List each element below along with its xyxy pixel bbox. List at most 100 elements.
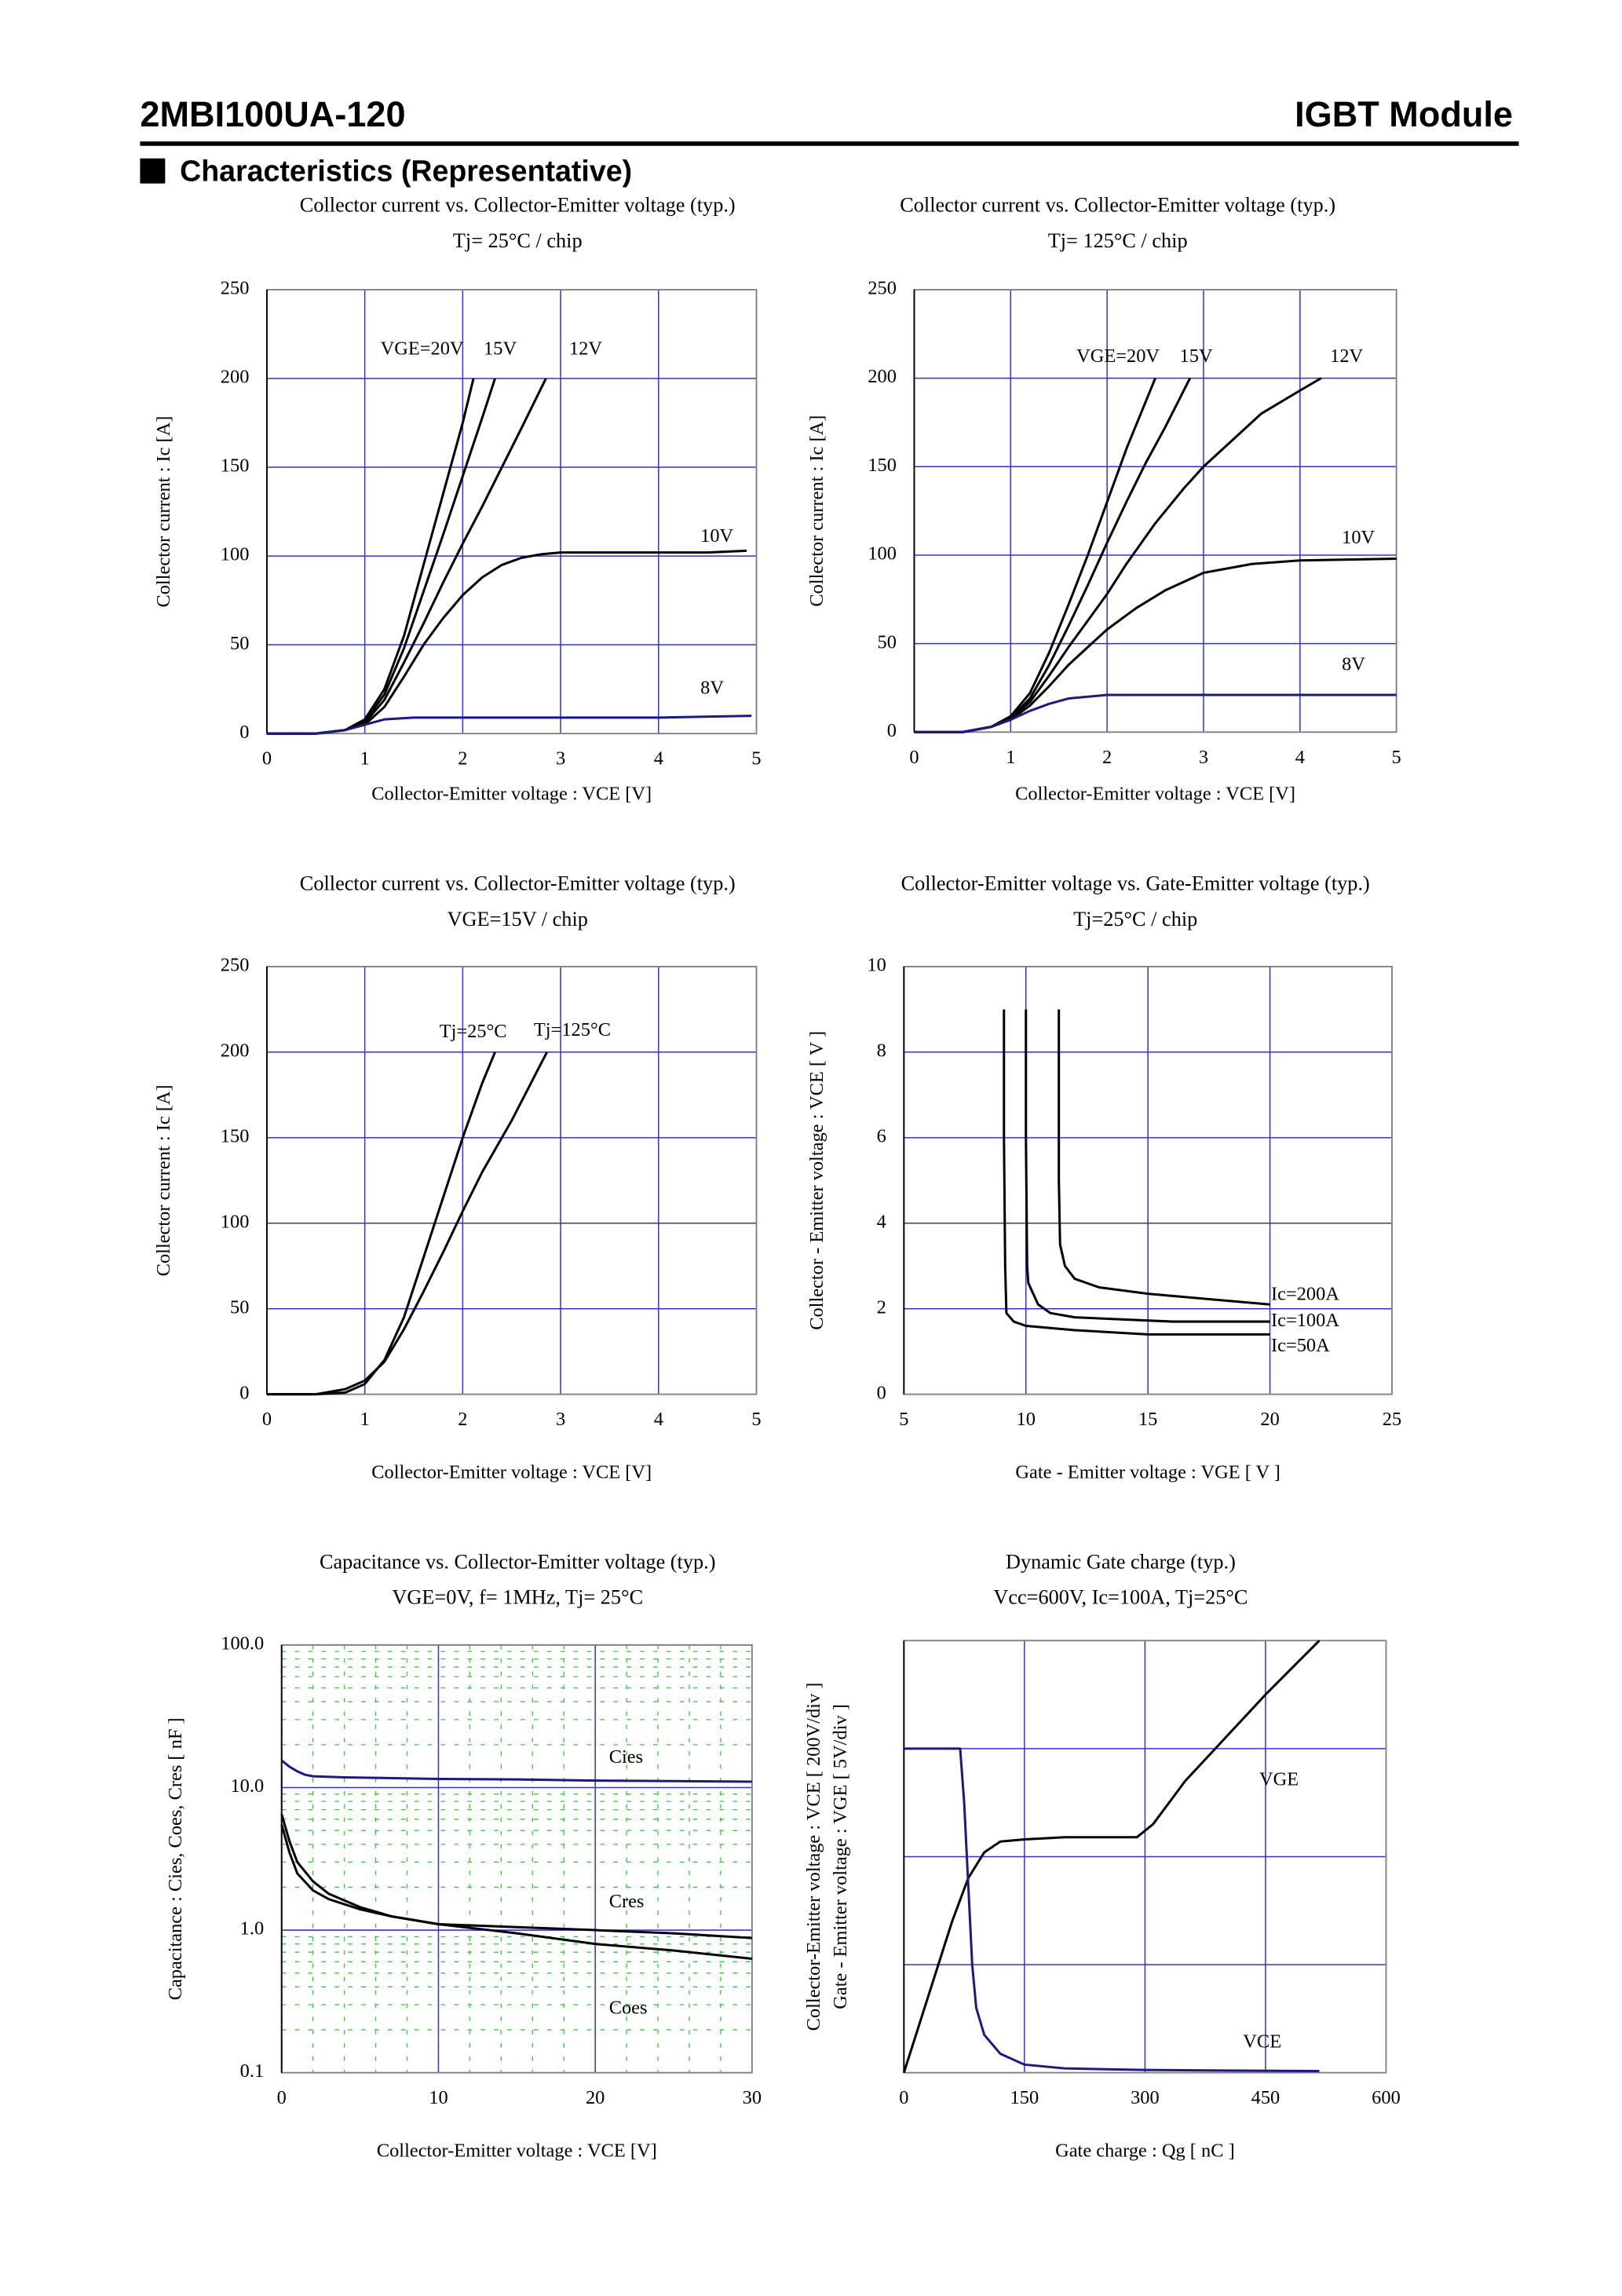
x-tick-label: 0 — [262, 1409, 272, 1430]
x-axis-label: Collector-Emitter voltage : VCE [V] — [1015, 784, 1295, 805]
plot-frame — [280, 1644, 753, 2074]
y-tick-label: 200 — [868, 366, 897, 387]
series-label: 12V — [1330, 345, 1363, 367]
chart-subtitle: Vcc=600V, Ic=100A, Tj=25°C — [993, 1586, 1248, 1609]
data-line — [266, 1051, 548, 1396]
x-tick-label: 0 — [277, 2087, 287, 2108]
y-axis-label: Collector current : Ic [A] — [806, 415, 827, 607]
section-title: Characteristics (Representative) — [180, 154, 632, 187]
chart-subtitle: Tj= 125°C / chip — [1048, 229, 1188, 252]
chart-title: Collector-Emitter voltage vs. Gate-Emitt… — [901, 872, 1370, 895]
x-tick-label: 4 — [654, 1409, 663, 1430]
y-tick-label: 150 — [868, 455, 897, 476]
x-tick-label: 4 — [1295, 747, 1305, 768]
x-tick-label: 300 — [1131, 2087, 1160, 2108]
y-axis-label: Gate - Emitter voltage : VGE [ 5V/div ] — [830, 1704, 851, 2009]
model-title: 2MBI100UA-120 — [140, 94, 405, 134]
data-line — [266, 1051, 496, 1396]
series-label: Tj=125°C — [534, 1019, 611, 1040]
y-tick-label: 200 — [221, 1040, 250, 1062]
y-axis-label: Capacitance : Cies, Coes, Cres [ nF ] — [165, 1717, 186, 2000]
x-tick-label: 1 — [360, 748, 370, 770]
data-line — [1025, 1009, 1270, 1323]
x-tick-label: 600 — [1372, 2087, 1401, 2108]
series-label: 10V — [1342, 527, 1375, 548]
x-tick-label: 3 — [1199, 747, 1208, 768]
x-tick-label: 150 — [1010, 2087, 1039, 2108]
x-tick-label: 0 — [899, 2087, 908, 2108]
y-tick-label: 150 — [221, 1125, 250, 1146]
y-tick-label: 200 — [221, 367, 250, 388]
y-tick-label: 250 — [868, 278, 897, 299]
y-axis-label: Collector - Emitter voltage : VCE [ V ] — [806, 1031, 827, 1330]
y-axis-label: Collector current : Ic [A] — [153, 1084, 174, 1276]
chart-subtitle: Tj=25°C / chip — [1073, 908, 1197, 930]
x-tick-label: 10 — [429, 2087, 448, 2108]
x-axis-label: Collector-Emitter voltage : VCE [V] — [371, 784, 652, 805]
x-tick-label: 3 — [556, 748, 565, 770]
x-tick-label: 30 — [743, 2087, 762, 2108]
series-label: 10V — [700, 525, 733, 547]
x-tick-label: 5 — [899, 1409, 908, 1430]
y-tick-label: 50 — [230, 1296, 249, 1318]
x-tick-label: 2 — [458, 1409, 467, 1430]
series-label: 8V — [700, 677, 724, 698]
chart-title: Collector current vs. Collector-Emitter … — [300, 194, 736, 217]
series-label: Cies — [609, 1746, 643, 1768]
chart-subtitle: VGE=0V, f= 1MHz, Tj= 25°C — [392, 1586, 643, 1609]
x-tick-label: 5 — [751, 1409, 761, 1430]
x-tick-label: 0 — [909, 747, 919, 768]
y-tick-label: 100 — [221, 544, 250, 565]
data-line — [914, 693, 1397, 733]
y-tick-label: 0 — [239, 1382, 249, 1403]
series-label: Coes — [609, 1997, 648, 2018]
data-line — [266, 549, 747, 735]
series-label: VGE — [1259, 1768, 1299, 1790]
plot-frame — [266, 966, 758, 1395]
series-label: VGE=20V — [1076, 345, 1160, 367]
data-line — [280, 1814, 752, 1940]
x-tick-label: 3 — [556, 1409, 565, 1430]
product-title: IGBT Module — [1295, 94, 1513, 134]
y-tick-label: 50 — [230, 633, 249, 654]
data-line — [902, 1640, 1321, 2074]
y-tick-label: 1.0 — [240, 1918, 265, 1940]
data-line — [1003, 1009, 1270, 1336]
series-label: 8V — [1342, 653, 1365, 675]
y-tick-label: 150 — [221, 455, 250, 477]
x-tick-label: 4 — [654, 748, 663, 770]
chart-title: Collector current vs. Collector-Emitter … — [300, 872, 736, 895]
series-label: 15V — [484, 338, 517, 360]
x-axis-label: Gate - Emitter voltage : VGE [ V ] — [1015, 1462, 1280, 1483]
data-line — [904, 1747, 1320, 2073]
y-tick-label: 4 — [877, 1211, 886, 1232]
y-tick-label: 10.0 — [230, 1775, 264, 1797]
y-axis-label: Collector-Emitter voltage : VCE [ 200V/d… — [803, 1683, 824, 2031]
y-tick-label: 8 — [877, 1040, 886, 1062]
y-axis-label: Collector current : Ic [A] — [153, 416, 174, 608]
data-line — [266, 715, 752, 735]
y-tick-label: 6 — [877, 1125, 886, 1146]
y-tick-label: 0 — [887, 720, 897, 741]
series-label: 15V — [1180, 345, 1213, 367]
x-tick-label: 25 — [1383, 1409, 1401, 1430]
x-tick-label: 5 — [1392, 747, 1401, 768]
chart-title: Capacitance vs. Collector-Emitter voltag… — [320, 1551, 715, 1574]
series-label: 12V — [569, 338, 602, 360]
chart-subtitle: Tj= 25°C / chip — [453, 229, 583, 252]
x-axis-label: Collector-Emitter voltage : VCE [V] — [377, 2141, 657, 2162]
data-line — [280, 1824, 753, 1960]
series-label: VGE=20V — [381, 338, 464, 360]
x-tick-label: 1 — [360, 1409, 370, 1430]
y-tick-label: 100.0 — [221, 1633, 264, 1654]
y-tick-label: 0 — [239, 722, 249, 743]
y-tick-label: 250 — [221, 278, 250, 299]
y-tick-label: 2 — [877, 1296, 886, 1318]
data-line — [280, 1759, 752, 1783]
series-label: VCE — [1243, 2031, 1281, 2053]
chart-title: Collector current vs. Collector-Emitter … — [900, 194, 1335, 217]
x-tick-label: 2 — [458, 748, 467, 770]
y-tick-label: 50 — [878, 631, 897, 653]
